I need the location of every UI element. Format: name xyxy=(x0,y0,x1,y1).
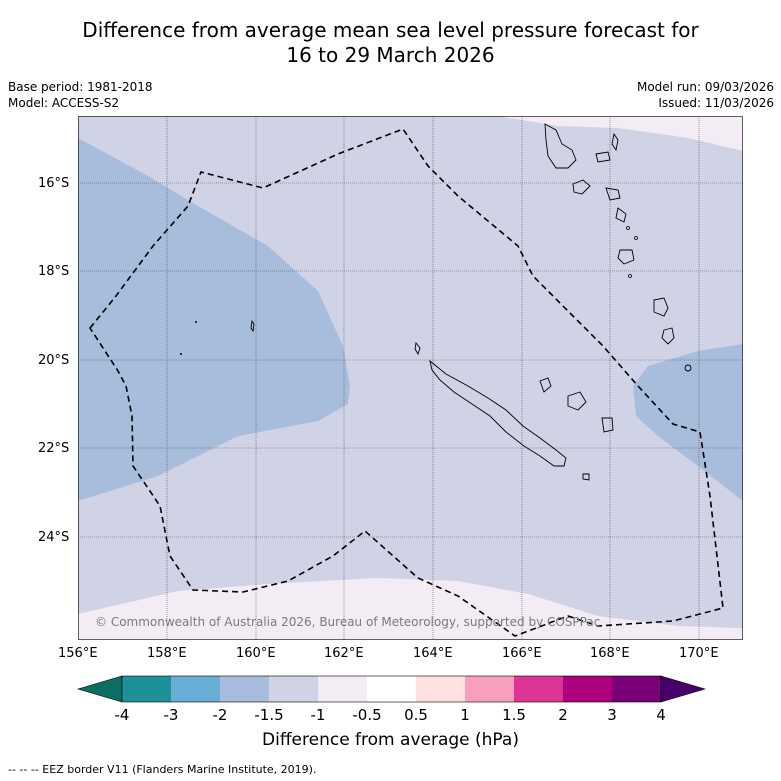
small-islet-1 xyxy=(626,226,630,230)
lon-label-160e: 160°E xyxy=(236,646,276,661)
colorbar-frame xyxy=(121,675,662,703)
tanna xyxy=(661,327,675,345)
colorbar-tick-label: 0.5 xyxy=(404,706,428,724)
colorbar: -4 -3 -2 -1.5 -1 -0.5 0.5 1 1.5 2 3 4 xyxy=(76,675,706,724)
maewo xyxy=(611,132,619,152)
ambrym xyxy=(605,187,621,201)
colorbar-segment xyxy=(269,676,318,702)
colorbar-segment xyxy=(318,676,367,702)
colorbar-tick-label: -1 xyxy=(311,706,326,724)
epi xyxy=(615,207,627,223)
colorbar-extend-min xyxy=(76,675,123,703)
ouvea xyxy=(539,377,552,393)
colorbar-segment xyxy=(563,676,612,702)
colorbar-tick-label: -3 xyxy=(164,706,179,724)
colorbar-segment xyxy=(171,676,220,702)
model-run: Model run: 09/03/2026 xyxy=(636,80,774,94)
colorbar-tick-label: -2 xyxy=(213,706,228,724)
aneityum xyxy=(684,364,692,372)
colorbar-tick-label: 3 xyxy=(607,706,617,724)
colorbar-segment xyxy=(220,676,269,702)
colorbar-tick-label: 4 xyxy=(656,706,666,724)
lat-label-24s: 24°S xyxy=(38,530,70,545)
issued-date: Issued: 11/03/2026 xyxy=(658,96,774,110)
map-frame xyxy=(78,116,743,640)
new-caledonia xyxy=(429,359,567,467)
isle-of-pines xyxy=(582,473,590,481)
mare xyxy=(601,417,614,433)
small-islet-2 xyxy=(634,236,638,240)
espiritu-santo xyxy=(544,123,577,169)
colorbar-tick-label: -1.5 xyxy=(254,706,283,724)
belep xyxy=(414,341,421,356)
small-islet-4 xyxy=(195,321,197,323)
colorbar-label: Difference from average (hPa) xyxy=(262,730,519,750)
graticule xyxy=(78,116,743,640)
lifou xyxy=(567,391,587,411)
band-neg2-east xyxy=(633,344,743,501)
meta-right: Model run: 09/03/2026 Issued: 11/03/2026 xyxy=(637,79,774,111)
colorbar-segment xyxy=(367,676,416,702)
colorbar-segments xyxy=(76,675,706,703)
lon-label-164e: 164°E xyxy=(413,646,453,661)
lon-label-168e: 168°E xyxy=(590,646,630,661)
band-neg2-west xyxy=(78,138,350,501)
colorbar-tick-label: 1.5 xyxy=(502,706,526,724)
title-line-1: Difference from average mean sea level p… xyxy=(82,18,699,42)
small-islet-5 xyxy=(180,353,182,355)
chart-title: Difference from average mean sea level p… xyxy=(0,18,781,68)
lat-label-20s: 20°S xyxy=(38,353,70,368)
colorbar-segment xyxy=(465,676,514,702)
malekula xyxy=(572,179,591,195)
model-name: Model: ACCESS-S2 xyxy=(8,96,120,110)
colorbar-tick-label: 1 xyxy=(460,706,470,724)
colorbar-extend-max xyxy=(660,675,706,703)
colorbar-tick-label: -0.5 xyxy=(352,706,381,724)
colorbar-segment xyxy=(514,676,563,702)
colorbar-segment xyxy=(612,676,661,702)
lon-label-166e: 166°E xyxy=(502,646,542,661)
efate xyxy=(617,249,635,265)
copyright: © Commonwealth of Australia 2026, Bureau… xyxy=(95,615,600,629)
band-neg1-top xyxy=(498,116,743,151)
lat-label-22s: 22°S xyxy=(38,441,70,456)
ambae xyxy=(595,151,611,163)
title-line-2: 16 to 29 March 2026 xyxy=(286,43,495,67)
base-period: Base period: 1981-2018 xyxy=(8,80,153,94)
colorbar-segment xyxy=(122,676,171,702)
band-neg1-bottom xyxy=(78,578,743,640)
map-svg: © Commonwealth of Australia 2026, Bureau… xyxy=(78,116,743,640)
lat-label-18s: 18°S xyxy=(38,264,70,279)
forecast-map: © Commonwealth of Australia 2026, Bureau… xyxy=(78,116,743,640)
small-islet-3 xyxy=(628,274,632,278)
colorbar-ticks: -4 -3 -2 -1.5 -1 -0.5 0.5 1 1.5 2 3 4 xyxy=(115,706,666,724)
lat-label-16s: 16°S xyxy=(38,176,70,191)
lon-label-158e: 158°E xyxy=(147,646,187,661)
chesterfield-islet xyxy=(250,319,255,333)
colorbar-tick-label: -4 xyxy=(115,706,130,724)
erromango xyxy=(653,297,669,317)
lon-label-162e: 162°E xyxy=(324,646,364,661)
lon-label-170e: 170°E xyxy=(679,646,719,661)
colorbar-segment xyxy=(416,676,465,702)
eez-note: -- -- -- EEZ border V11 (Flanders Marine… xyxy=(8,763,317,776)
meta-left: Base period: 1981-2018 Model: ACCESS-S2 xyxy=(8,79,153,111)
colorbar-tick-label: 2 xyxy=(558,706,568,724)
lon-label-156e: 156°E xyxy=(58,646,98,661)
